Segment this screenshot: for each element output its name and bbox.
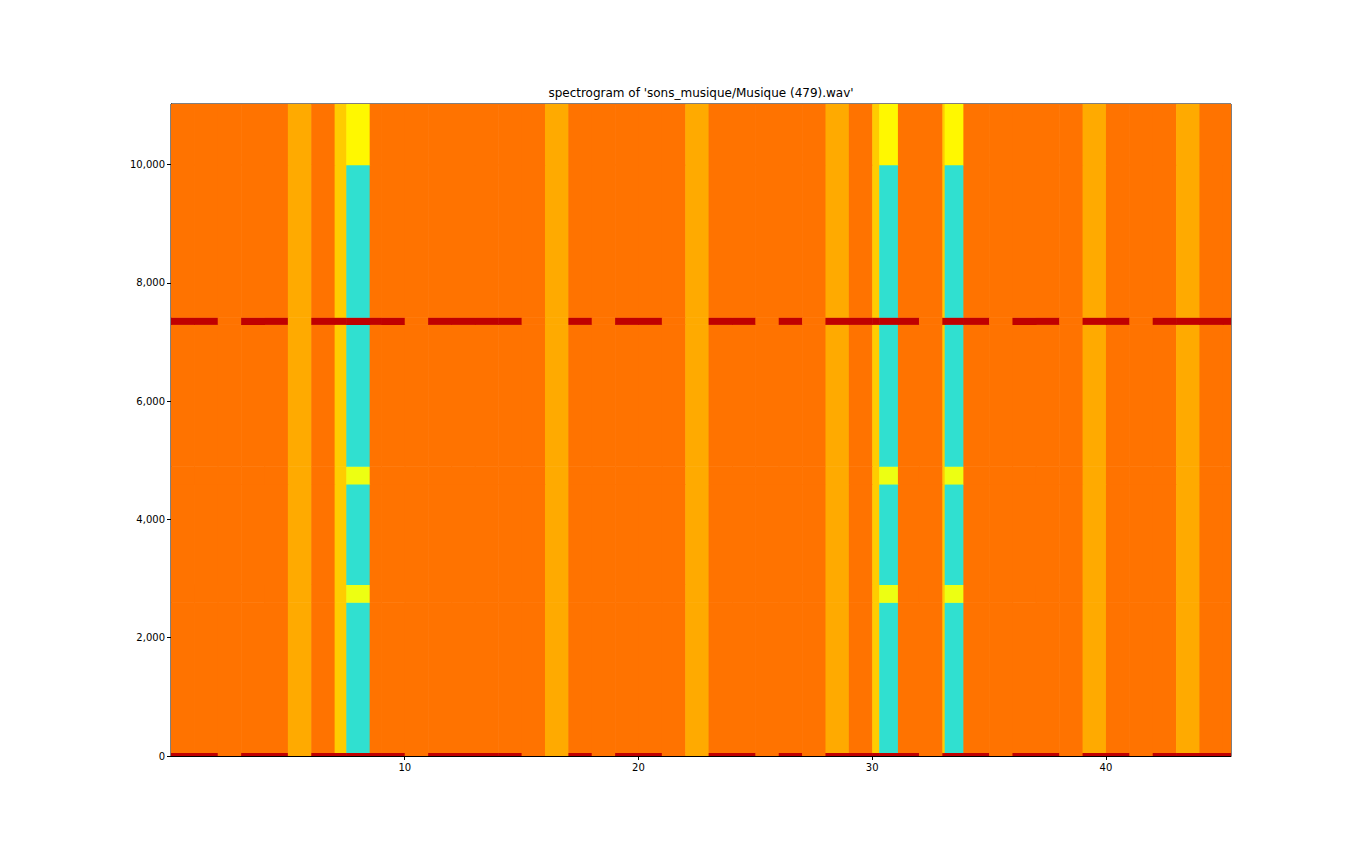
svg-text:0: 0: [159, 751, 165, 762]
svg-text:spectrogram of 'sons_musique/M: spectrogram of 'sons_musique/Musique (47…: [548, 86, 853, 100]
svg-text:8,000: 8,000: [136, 277, 165, 288]
svg-text:20: 20: [632, 762, 645, 773]
svg-text:30: 30: [866, 762, 879, 773]
svg-text:10,000: 10,000: [130, 159, 165, 170]
svg-text:4,000: 4,000: [136, 514, 165, 525]
svg-text:40: 40: [1100, 762, 1113, 773]
svg-text:6,000: 6,000: [136, 396, 165, 407]
svg-text:10: 10: [398, 762, 411, 773]
svg-text:2,000: 2,000: [136, 632, 165, 643]
